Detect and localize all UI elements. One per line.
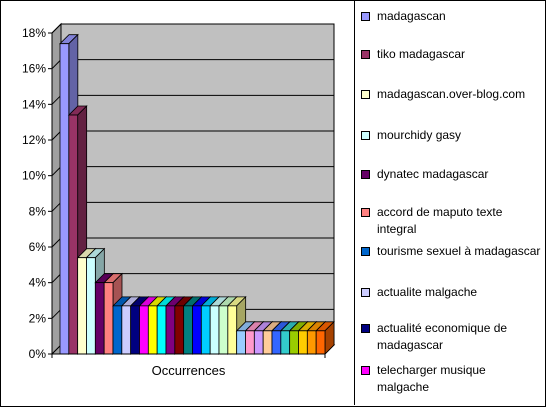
legend-swatch — [361, 131, 370, 140]
y-tick-label: 16% — [22, 62, 46, 76]
legend-swatch — [361, 288, 370, 297]
legend: madagascan tiko madagascar madagascan.over… — [354, 0, 545, 405]
bar-chart: 0% 2% 4% 6% 8% 10% 12% 14% 16% 18% Occurrences — [22, 22, 336, 378]
legend-swatch — [361, 324, 370, 333]
y-tick-label: 4% — [29, 276, 47, 290]
legend-swatch — [361, 366, 370, 375]
x-axis: Occurrences — [51, 353, 326, 378]
legend-label: madagascan — [377, 9, 446, 23]
y-tick-label: 6% — [29, 240, 47, 254]
legend-label: madagascan.over-blog.com — [377, 87, 526, 101]
legend-swatch — [361, 208, 370, 217]
legend-label: tiko madagascar — [377, 47, 466, 61]
y-tick-label: 10% — [22, 169, 46, 183]
legend-label: actualité economique de madagascar — [377, 321, 508, 352]
legend-swatch — [361, 50, 370, 59]
y-tick-label: 0% — [29, 347, 47, 361]
y-tick-label: 8% — [29, 204, 47, 218]
legend-label: mourchidy gasy — [377, 128, 462, 142]
legend-label: actualite malgache — [377, 285, 478, 299]
legend-swatch — [361, 90, 370, 99]
x-category-label: Occurrences — [152, 363, 226, 378]
legend-label: dynatec madagascar — [377, 167, 489, 181]
legend-label: telecharger musique malgache — [377, 363, 486, 394]
legend-swatch — [361, 12, 370, 21]
bar — [315, 320, 335, 355]
y-tick-label: 2% — [29, 311, 47, 325]
legend-swatch — [361, 247, 370, 256]
legend-label: accord de maputo texte integral — [377, 205, 503, 236]
y-tick-label: 18% — [22, 26, 46, 40]
y-axis-ticks: 0% 2% 4% 6% 8% 10% 12% 14% 16% 18% — [22, 26, 53, 361]
y-tick-label: 12% — [22, 133, 46, 147]
legend-label: tourisme sexuel à madagascar — [377, 244, 541, 258]
gridline — [51, 23, 334, 34]
legend-swatch — [361, 170, 370, 179]
y-tick-label: 14% — [22, 97, 46, 111]
